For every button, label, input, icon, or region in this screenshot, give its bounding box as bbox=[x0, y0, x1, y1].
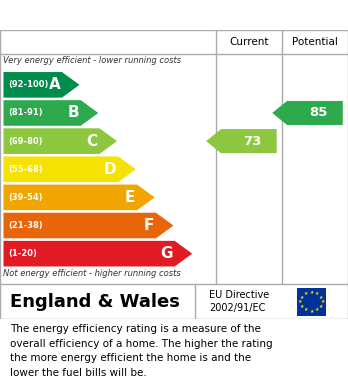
Text: Current: Current bbox=[229, 37, 269, 47]
Text: ★: ★ bbox=[300, 304, 304, 309]
Polygon shape bbox=[3, 185, 155, 210]
Text: ★: ★ bbox=[300, 295, 304, 300]
Text: ★: ★ bbox=[309, 308, 314, 314]
Text: C: C bbox=[87, 134, 98, 149]
Text: (55-68): (55-68) bbox=[9, 165, 44, 174]
Text: ★: ★ bbox=[304, 307, 308, 312]
Polygon shape bbox=[272, 101, 343, 125]
Text: Energy Efficiency Rating: Energy Efficiency Rating bbox=[9, 7, 219, 23]
Text: (69-80): (69-80) bbox=[9, 136, 43, 145]
Text: ★: ★ bbox=[319, 295, 323, 300]
Text: ★: ★ bbox=[298, 300, 302, 304]
Polygon shape bbox=[3, 72, 79, 98]
Text: EU Directive
2002/91/EC: EU Directive 2002/91/EC bbox=[209, 290, 269, 314]
Text: ★: ★ bbox=[319, 304, 323, 309]
Text: ★: ★ bbox=[309, 290, 314, 295]
Text: (39-54): (39-54) bbox=[9, 193, 43, 202]
Text: A: A bbox=[48, 77, 60, 92]
Text: ★: ★ bbox=[304, 291, 308, 296]
Polygon shape bbox=[3, 241, 192, 267]
Text: E: E bbox=[125, 190, 135, 205]
Text: Not energy efficient - higher running costs: Not energy efficient - higher running co… bbox=[3, 269, 181, 278]
Text: 73: 73 bbox=[243, 135, 261, 148]
Text: ★: ★ bbox=[315, 291, 319, 296]
Polygon shape bbox=[3, 128, 117, 154]
Text: G: G bbox=[160, 246, 173, 261]
Polygon shape bbox=[3, 156, 136, 182]
Text: The energy efficiency rating is a measure of the
overall efficiency of a home. T: The energy efficiency rating is a measur… bbox=[10, 325, 273, 378]
Text: B: B bbox=[68, 106, 79, 120]
Polygon shape bbox=[3, 100, 98, 126]
FancyBboxPatch shape bbox=[296, 288, 326, 316]
Text: ★: ★ bbox=[321, 300, 325, 304]
Text: Potential: Potential bbox=[292, 37, 338, 47]
Text: (81-91): (81-91) bbox=[9, 108, 43, 117]
Polygon shape bbox=[206, 129, 277, 153]
Text: ★: ★ bbox=[315, 307, 319, 312]
Text: 85: 85 bbox=[309, 106, 327, 120]
Text: England & Wales: England & Wales bbox=[10, 293, 180, 311]
Text: (21-38): (21-38) bbox=[9, 221, 43, 230]
Text: F: F bbox=[144, 218, 154, 233]
Text: (1-20): (1-20) bbox=[9, 249, 38, 258]
Text: (92-100): (92-100) bbox=[9, 80, 49, 89]
Text: D: D bbox=[104, 162, 117, 177]
Text: Very energy efficient - lower running costs: Very energy efficient - lower running co… bbox=[3, 56, 182, 65]
Polygon shape bbox=[3, 213, 173, 239]
